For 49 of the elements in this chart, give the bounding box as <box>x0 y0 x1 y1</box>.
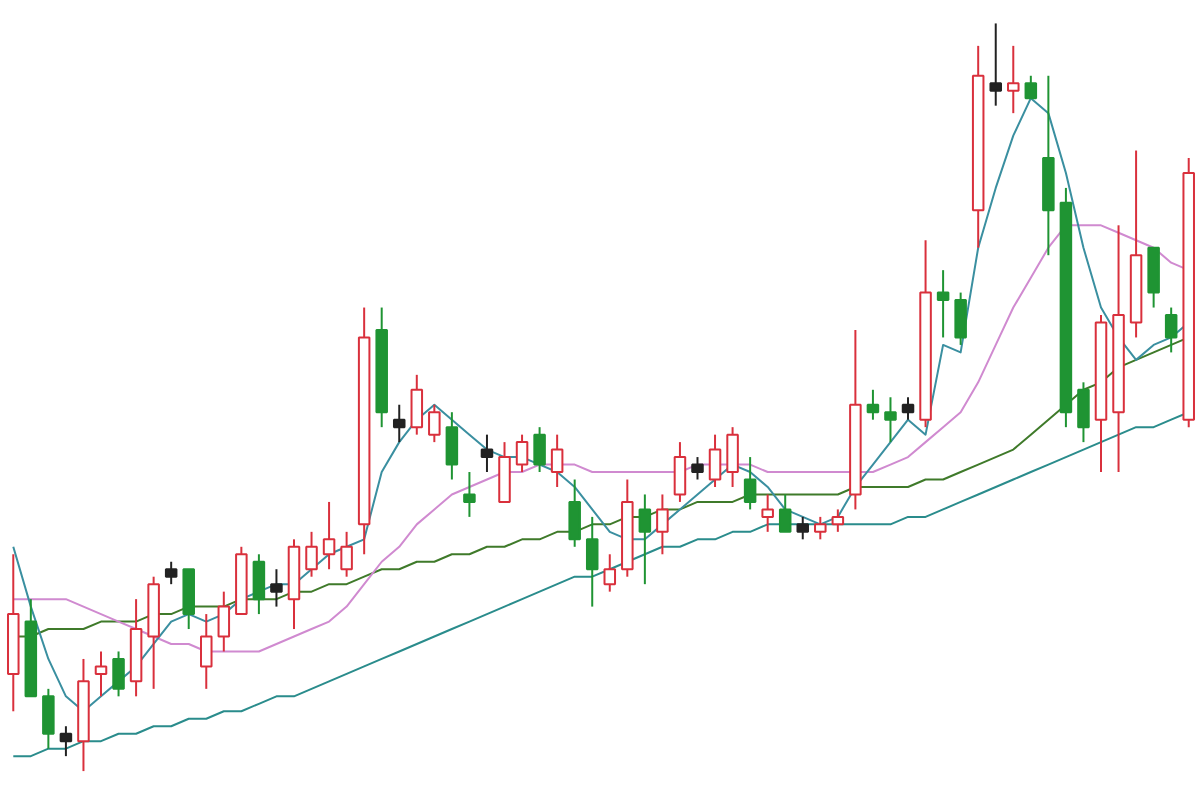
candlestick <box>831 508 845 533</box>
candlestick <box>322 500 336 571</box>
candlestick <box>59 725 73 758</box>
candlestick <box>200 613 213 690</box>
candlestick <box>42 687 55 750</box>
candlestick <box>691 456 704 481</box>
candlestick <box>901 396 915 421</box>
candlestick <box>884 396 897 444</box>
candlestick <box>1164 306 1178 354</box>
candlestick <box>112 650 125 698</box>
candlestick <box>270 568 283 608</box>
candlestick <box>445 411 459 481</box>
candlestick <box>673 441 687 503</box>
candlestick <box>989 22 1002 107</box>
candlestick <box>550 433 564 488</box>
candlestick <box>1077 381 1090 444</box>
candlestick <box>515 433 529 474</box>
candlestick <box>463 471 476 518</box>
candlestick <box>533 426 546 474</box>
candlestick <box>392 403 406 444</box>
candlestick <box>656 493 669 556</box>
candlestick <box>94 650 108 698</box>
candlestick <box>568 478 581 548</box>
candlestick <box>761 493 774 533</box>
candlestick <box>936 269 950 339</box>
candlestick <box>480 433 494 474</box>
candlestick <box>340 530 353 578</box>
candlestick <box>796 515 810 541</box>
candlestick <box>1147 246 1160 309</box>
candlestick <box>743 456 757 511</box>
candlestick <box>778 493 792 533</box>
candlestick <box>866 388 880 421</box>
candlestick <box>217 590 231 653</box>
candlestick <box>498 441 511 503</box>
candlestick <box>410 373 424 436</box>
candlestick <box>708 433 722 488</box>
candlestick <box>814 515 827 541</box>
candlestick <box>428 403 441 444</box>
candlestick <box>305 530 318 578</box>
candlestick <box>954 291 967 346</box>
candlestick <box>164 560 178 586</box>
candlestick <box>726 426 739 488</box>
candlestick <box>638 493 652 586</box>
candlestick <box>182 568 195 631</box>
candlestick <box>1024 74 1038 100</box>
candlestick <box>585 515 599 608</box>
candlestick <box>1007 44 1020 115</box>
candlestick <box>603 553 617 593</box>
candlestick <box>252 553 266 616</box>
